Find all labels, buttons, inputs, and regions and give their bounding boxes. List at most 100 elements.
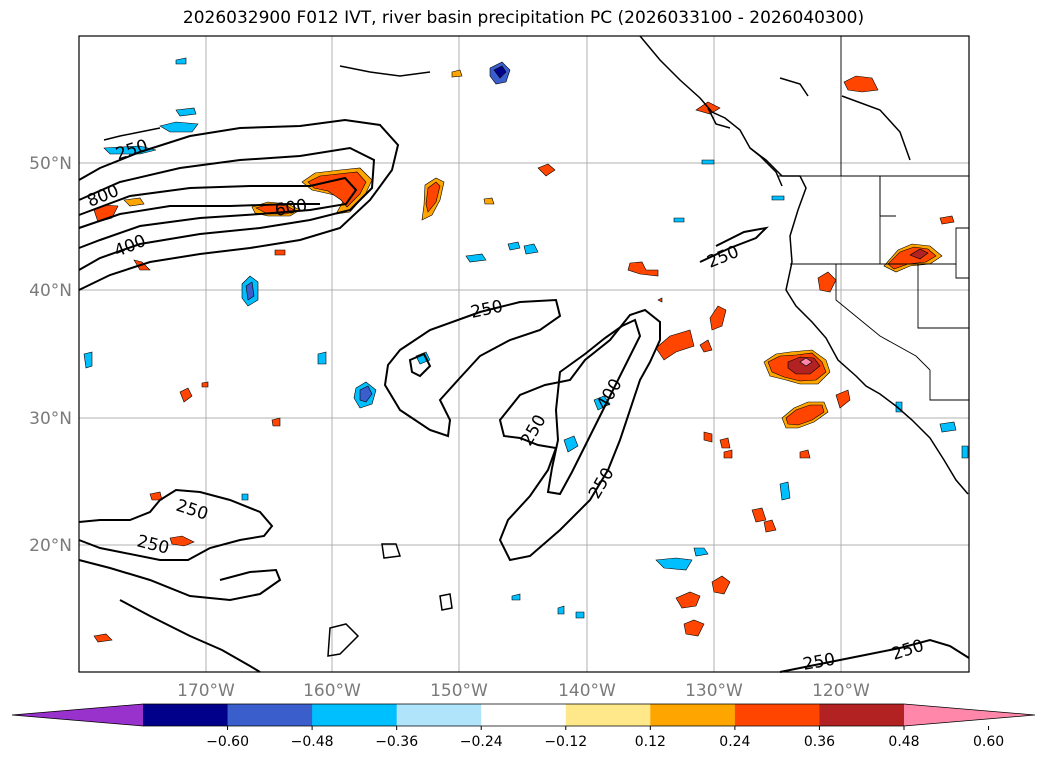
- precip-blob-positive: [909, 248, 929, 260]
- latitude-labels: 50°N 40°N 30°N 20°N: [29, 154, 72, 556]
- lon-label-140w: 140°W: [558, 681, 616, 701]
- precip-blob-negative: [779, 481, 791, 501]
- precip-blob-negative: [175, 107, 197, 117]
- precip-blob-negative: [493, 65, 507, 79]
- precip-blob-positive: [799, 357, 813, 367]
- colorbar-tick-label: −0.36: [375, 734, 418, 750]
- precip-blob-negative: [961, 445, 969, 459]
- precip-blob-negative: [939, 421, 957, 433]
- precip-blob-positive: [709, 305, 727, 331]
- precip-blob-positive: [817, 271, 837, 293]
- colorbar-extend-high: [904, 704, 1035, 726]
- coastlines: [103, 35, 969, 657]
- ivt-contour-250: [119, 599, 261, 673]
- precip-blob-positive: [179, 387, 193, 403]
- precip-blob-negative: [465, 253, 487, 263]
- precip-blob-negative: [701, 159, 715, 165]
- colorbar-tick-label: −0.48: [291, 734, 334, 750]
- colorbar-tick-label: 0.60: [973, 734, 1004, 750]
- precip-blob-positive: [683, 619, 705, 637]
- precip-blob-negative: [507, 241, 521, 251]
- lat-label-50n: 50°N: [29, 154, 72, 174]
- state-border: [835, 264, 931, 371]
- map-background: [79, 36, 969, 672]
- colorbar-segment: [143, 704, 229, 726]
- precip-blob-negative: [175, 57, 187, 65]
- precip-blob-negative: [575, 611, 585, 619]
- inland-outline: [779, 77, 809, 97]
- ivt-contour-250: [699, 226, 769, 263]
- precip-blob-negative: [511, 593, 521, 601]
- precip-blob-positive: [835, 389, 851, 409]
- colorbar-outline: [11, 703, 1036, 727]
- precip-blob-positive: [751, 507, 767, 523]
- colorbar-tick-label: 0.24: [719, 734, 750, 750]
- precip-blob-positive: [787, 356, 821, 375]
- colorbar-segment: [312, 704, 398, 726]
- precip-blob-negative: [83, 351, 93, 369]
- precip-blob-positive: [271, 417, 281, 427]
- island-outline: [381, 543, 402, 559]
- ivt-contour-250: [779, 638, 970, 673]
- precip-blob-positive: [307, 171, 367, 208]
- precip-blob-positive: [655, 329, 695, 361]
- colorbar-tick-label: −0.12: [544, 734, 587, 750]
- lon-label-160w: 160°W: [303, 681, 361, 701]
- ivt-contour-250: [78, 559, 282, 602]
- precip-blob-positive: [675, 591, 701, 609]
- colorbar-segment: [227, 704, 313, 726]
- state-border: [929, 370, 969, 401]
- aleutian-outline: [103, 127, 161, 141]
- ivt-contour-250: [78, 118, 400, 291]
- ivt-contour-250: [408, 352, 432, 378]
- precip-blob-negative: [563, 435, 579, 453]
- precip-blob-negative: [241, 493, 249, 501]
- colorbar-segment: [481, 704, 567, 726]
- colorbar-segment: [565, 704, 651, 726]
- lon-label-120w: 120°W: [812, 681, 870, 701]
- colorbar-segment: [819, 704, 905, 726]
- lat-label-20n: 20°N: [29, 536, 72, 556]
- precip-blob-negative: [523, 243, 539, 255]
- ivt-contour-600: [78, 176, 358, 249]
- precip-blob-positive: [274, 249, 286, 256]
- colorbar-tick-label: 0.48: [888, 734, 919, 750]
- vancouver-island: [749, 147, 783, 187]
- precip-blob-positive: [703, 431, 713, 443]
- colorbar-tick-label: −0.60: [206, 734, 249, 750]
- precip-blob-positive: [425, 181, 441, 213]
- state-border: [879, 176, 896, 217]
- precip-blob-positive: [763, 519, 777, 533]
- precip-blob-positive: [711, 575, 731, 595]
- precip-blob-negative: [673, 217, 685, 223]
- ivt-contour-250: [78, 488, 274, 561]
- lon-label-150w: 150°W: [430, 681, 488, 701]
- inland-outline: [841, 95, 911, 161]
- map-frame: [78, 35, 970, 673]
- ivt-contour-250: [498, 308, 661, 562]
- colorbar-tick-label: −0.24: [460, 734, 503, 750]
- map-title: 2026032900 F012 IVT, river basin precipi…: [182, 8, 865, 28]
- north-america-coast: [639, 35, 969, 495]
- precip-blob-negative: [159, 121, 199, 133]
- colorbar-segment: [734, 704, 820, 726]
- island-outline: [439, 593, 453, 611]
- precip-blob-negative: [771, 195, 785, 201]
- precip-blob-negative: [655, 557, 693, 571]
- borders: [778, 36, 969, 401]
- precip-blob-positive: [93, 633, 113, 643]
- precip-blob-positive: [537, 163, 556, 177]
- precip-blob-negative: [245, 281, 255, 301]
- precip-blob-positive: [169, 535, 195, 547]
- lon-label-130w: 130°W: [685, 681, 743, 701]
- precip-blob-positive: [657, 297, 663, 303]
- inland-outline: [707, 107, 731, 129]
- lat-label-40n: 40°N: [29, 281, 72, 301]
- precip-blob-positive: [123, 197, 145, 207]
- precip-blob-positive: [799, 449, 811, 459]
- ivt-contours: [78, 118, 970, 673]
- precip-blob-negative: [557, 605, 565, 615]
- precip-blob-positive: [627, 261, 659, 277]
- precip-blob-negative: [593, 395, 611, 411]
- precip-blob-positive: [785, 404, 825, 426]
